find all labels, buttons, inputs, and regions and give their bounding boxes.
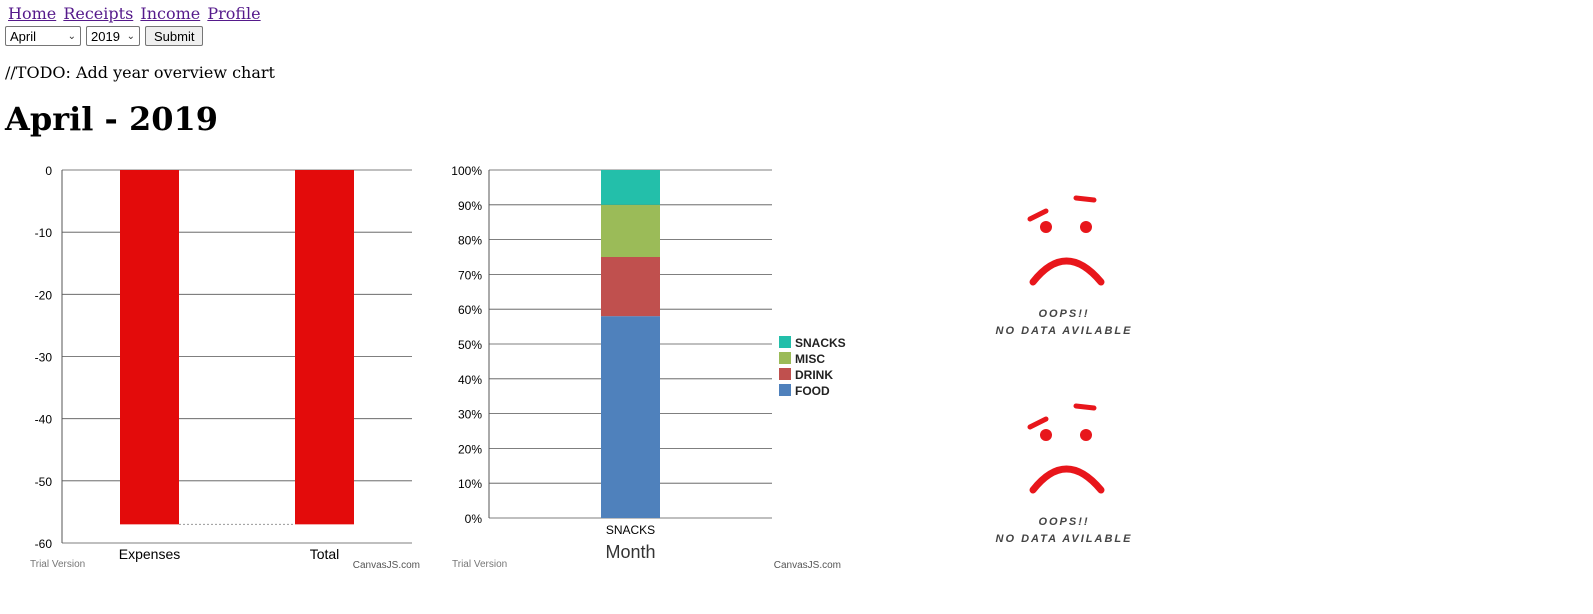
- bar-segment-drink: [601, 257, 660, 317]
- y-tick-label: -30: [35, 351, 53, 365]
- y-tick-label: -60: [35, 537, 53, 551]
- expenses-bar-chart: 0 -10 -20 -30 -40 -50 -60 Expenses Total Trial Ve…: [30, 164, 420, 571]
- y-tick-label: 90%: [458, 199, 482, 213]
- todo-note: //TODO: Add year overview chart: [5, 63, 275, 82]
- no-data-placeholder: OOPS!! NO DATA AVILABLE: [996, 195, 1133, 337]
- legend-label: FOOD: [795, 384, 830, 398]
- y-tick-label: -20: [35, 288, 53, 302]
- x-axis-title: Month: [605, 542, 655, 562]
- bar: [120, 170, 179, 525]
- year-select-value: 2019: [91, 28, 120, 44]
- filter-form: April ⌄ 2019 ⌄ Submit: [5, 26, 204, 46]
- y-tick-label: 0: [45, 164, 52, 178]
- y-tick-label: 100%: [451, 164, 482, 178]
- chevron-down-icon: ⌄: [126, 30, 135, 42]
- bar-segment-misc: [601, 204, 660, 257]
- top-nav: Home Receipts Income Profile: [8, 4, 263, 23]
- y-tick-label: 20%: [458, 442, 482, 456]
- y-tick-label: 30%: [458, 408, 482, 422]
- y-tick-label: 40%: [458, 373, 482, 387]
- bar-segment-snacks: [601, 170, 660, 205]
- bar-segment-food: [601, 316, 660, 518]
- y-tick-label: 0%: [465, 512, 483, 526]
- y-tick-label: 50%: [458, 338, 482, 352]
- canvasjs-credit: CanvasJS.com: [353, 560, 420, 571]
- month-select[interactable]: April ⌄: [5, 26, 81, 46]
- x-tick-label: Total: [310, 546, 340, 562]
- y-tick-label: -10: [35, 226, 53, 240]
- chevron-down-icon: ⌄: [67, 30, 76, 42]
- x-tick-label: SNACKS: [606, 523, 655, 537]
- submit-button[interactable]: Submit: [145, 26, 204, 46]
- no-data-text: NO DATA AVILABLE: [996, 533, 1133, 545]
- nav-link-home[interactable]: Home: [8, 4, 57, 23]
- page-title: April - 2019: [5, 100, 218, 138]
- legend-marker: [779, 336, 791, 348]
- y-tick-label: -50: [35, 475, 53, 489]
- nav-link-profile[interactable]: Profile: [207, 4, 261, 23]
- legend-label: SNACKS: [795, 336, 846, 350]
- no-data-text: NO DATA AVILABLE: [996, 325, 1133, 337]
- no-data-placeholder: OOPS!! NO DATA AVILABLE: [996, 403, 1133, 545]
- oops-text: OOPS!!: [1038, 516, 1089, 528]
- trial-version-text: Trial Version: [452, 559, 507, 570]
- y-tick-label: 10%: [458, 477, 482, 491]
- legend-marker: [779, 368, 791, 380]
- trial-version-text: Trial Version: [30, 559, 85, 570]
- month-select-value: April: [10, 28, 37, 44]
- nav-link-receipts[interactable]: Receipts: [63, 4, 134, 23]
- legend-marker: [779, 352, 791, 364]
- nav-link-income[interactable]: Income: [140, 4, 201, 23]
- oops-text: OOPS!!: [1038, 308, 1089, 320]
- y-tick-label: -40: [35, 413, 53, 427]
- legend-label: DRINK: [795, 368, 833, 382]
- category-stacked-chart: 0% 10% 20% 30% 40% 50% 60% 70% 80% 90% 100% SNACKS M…: [451, 164, 846, 571]
- sad-face-icon: [1027, 195, 1105, 286]
- legend-marker: [779, 384, 791, 396]
- canvasjs-credit: CanvasJS.com: [774, 560, 841, 571]
- y-tick-label: 70%: [458, 268, 482, 282]
- sad-face-icon: [1027, 403, 1105, 494]
- bar: [295, 170, 354, 525]
- y-tick-label: 60%: [458, 303, 482, 317]
- x-tick-label: Expenses: [119, 546, 180, 562]
- legend-label: MISC: [795, 352, 825, 366]
- year-select[interactable]: 2019 ⌄: [86, 26, 140, 46]
- y-tick-label: 80%: [458, 234, 482, 248]
